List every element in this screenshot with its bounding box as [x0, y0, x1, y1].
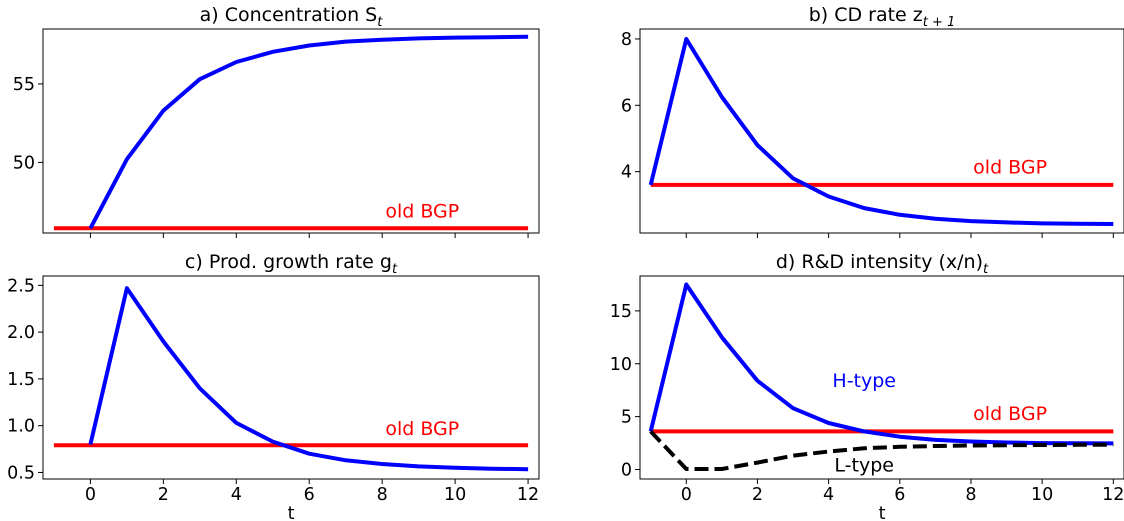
- x-tick-label-c-8: 8: [377, 485, 388, 505]
- panel-title-d: d) R&D intensity (x/n)t: [776, 251, 989, 277]
- panel-c: c) Prod. growth rate gt0 2 4 6 8 10 120.51.01.…: [7, 251, 540, 521]
- h-type-series-d: [648, 282, 1114, 446]
- y-tick-label-d-3: 15: [610, 302, 632, 322]
- x-tick-label-d-4: 4: [823, 485, 834, 505]
- panel-title-c: c) Prod. growth rate gt: [185, 251, 398, 277]
- annotation-c-old-bgp: old BGP: [385, 418, 459, 440]
- l-type-series-d: [649, 430, 1114, 471]
- x-tick-label-c-2: 2: [158, 485, 169, 505]
- x-tick-label-d-6: 6: [894, 485, 905, 505]
- y-tick-label-b-1: 6: [621, 96, 632, 116]
- panel-title-subscript-a: t: [377, 15, 383, 30]
- annotation-a-old-bgp: old BGP: [385, 200, 459, 222]
- panel-b: b) CD rate zt + 1 4 6 8 old BGP: [621, 4, 1124, 238]
- x-tick-label-c-0: 0: [85, 485, 96, 505]
- annotation-b-old-bgp: old BGP: [973, 156, 1047, 178]
- panel-title-main-d: d) R&D intensity (x/n): [776, 251, 983, 273]
- y-tick-label-b-2: 8: [621, 30, 632, 50]
- panel-a: a) Concentration St 50 55 old BGP: [13, 4, 540, 238]
- series-line-c: [88, 286, 529, 472]
- panel-title-main-b: b) CD rate z: [809, 4, 923, 26]
- y-tick-label-d-2: 10: [610, 355, 632, 375]
- axes-frame-a: [42, 28, 540, 234]
- x-tick-label-d-2: 2: [752, 485, 763, 505]
- y-tick-label-c-3: 2.0: [7, 323, 35, 343]
- y-tick-label-c-2: 1.5: [7, 370, 35, 390]
- annotation-d-h-type: H-type: [832, 370, 896, 392]
- y-tick-label-d-1: 5: [621, 408, 632, 428]
- panel-title-subscript-c: t: [392, 262, 398, 277]
- panel-title-subscript-d: t: [983, 262, 989, 277]
- axes-frame-d: [639, 275, 1124, 480]
- series-line-a: [88, 34, 529, 230]
- x-tick-label-d-10: 10: [1031, 485, 1053, 505]
- x-tick-label-d-0: 0: [681, 485, 692, 505]
- y-tick-label-c-1: 1.0: [7, 417, 35, 437]
- y-tick-label-d-0: 0: [621, 460, 632, 480]
- annotation-d-old-bgp: old BGP: [973, 403, 1047, 425]
- panel-title-b: b) CD rate zt + 1: [809, 4, 956, 30]
- y-tick-label-a-1: 55: [13, 75, 35, 95]
- y-tick-label-b-0: 4: [621, 163, 632, 183]
- axes-frame-b: [639, 28, 1124, 234]
- panel-title-a: a) Concentration St: [200, 4, 384, 30]
- panel-title-subscript-b: t + 1: [923, 15, 956, 30]
- y-tick-label-a-0: 50: [13, 153, 35, 173]
- series-line-b: [648, 37, 1114, 226]
- panel-d: d) R&D intensity (x/n)t0 2 4 6 8 10 12051015to…: [610, 251, 1124, 521]
- x-axis-label-d: t: [879, 504, 886, 521]
- x-tick-label-c-6: 6: [304, 485, 315, 505]
- x-tick-label-d-12: 12: [1102, 485, 1124, 505]
- x-tick-label-c-4: 4: [231, 485, 242, 505]
- annotation-d-l-type: L-type: [834, 455, 894, 477]
- panel-title-main-a: a) Concentration S: [200, 4, 378, 26]
- y-tick-label-c-0: 0.5: [7, 463, 35, 483]
- x-axis-label-c: t: [288, 504, 295, 521]
- x-tick-label-c-10: 10: [444, 485, 466, 505]
- axes-frame-c: [42, 275, 540, 480]
- panel-title-main-c: c) Prod. growth rate g: [185, 251, 392, 273]
- x-tick-label-c-12: 12: [517, 485, 539, 505]
- y-tick-label-c-4: 2.5: [7, 276, 35, 296]
- x-tick-label-d-8: 8: [965, 485, 976, 505]
